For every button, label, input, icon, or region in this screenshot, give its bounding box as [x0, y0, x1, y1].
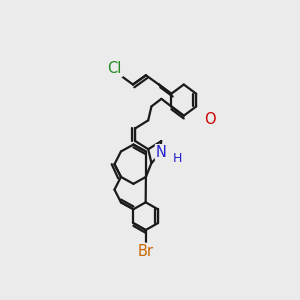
- Text: Cl: Cl: [107, 61, 122, 76]
- Text: H: H: [173, 152, 182, 165]
- Text: Br: Br: [138, 244, 154, 259]
- Text: O: O: [205, 112, 216, 127]
- Text: N: N: [156, 145, 167, 160]
